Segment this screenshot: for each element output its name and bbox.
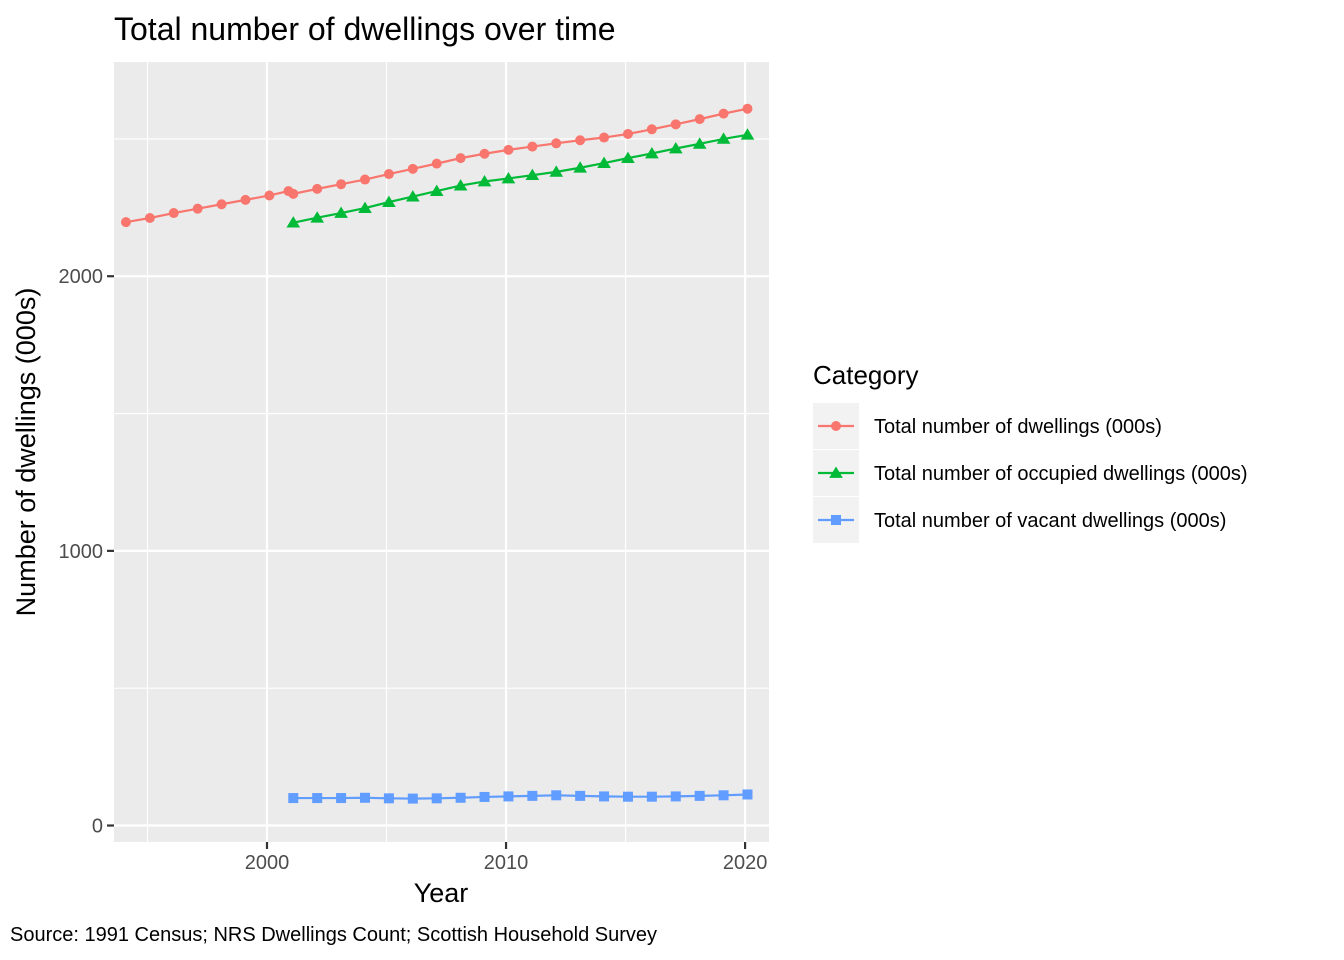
data-point	[575, 790, 586, 801]
series-group	[286, 128, 755, 228]
data-point	[501, 171, 516, 184]
data-point	[405, 190, 420, 202]
data-point	[431, 793, 442, 804]
data-point	[264, 190, 275, 201]
legend-key-marker	[831, 515, 841, 525]
data-point	[477, 174, 492, 187]
legend: Category Total number of dwellings (000s…	[813, 360, 1248, 543]
plot-panel	[114, 62, 769, 842]
data-point	[716, 132, 731, 144]
data-point	[312, 793, 323, 804]
legend-key-marker	[831, 421, 841, 431]
data-point	[310, 211, 325, 223]
data-point	[742, 789, 753, 800]
data-point	[740, 128, 755, 140]
data-point	[120, 217, 131, 228]
data-point	[168, 208, 179, 219]
legend-label: Total number of dwellings (000s)	[874, 416, 1162, 438]
data-point	[192, 203, 203, 214]
data-point	[599, 791, 610, 802]
y-tick-label: 0	[92, 816, 103, 838]
data-point	[479, 148, 490, 159]
data-point	[668, 142, 683, 154]
data-point	[455, 153, 466, 164]
data-point	[718, 790, 729, 801]
data-point	[334, 206, 348, 218]
data-point	[646, 791, 657, 802]
data-point	[455, 792, 466, 803]
x-axis-title: Year	[414, 878, 469, 908]
data-point	[312, 183, 323, 194]
data-point	[358, 201, 372, 213]
data-point	[742, 103, 753, 114]
data-point	[407, 793, 418, 804]
data-point	[622, 128, 633, 139]
data-point	[622, 791, 633, 802]
data-point	[573, 161, 587, 173]
x-tick-label: 2020	[723, 852, 768, 874]
data-point	[336, 179, 347, 190]
y-tick-label: 2000	[59, 266, 104, 288]
data-point	[360, 792, 371, 803]
legend-label: Total number of occupied dwellings (000s…	[874, 463, 1248, 485]
y-axis-title: Number of dwellings (000s)	[11, 288, 41, 617]
chart-title: Total number of dwellings over time	[114, 11, 616, 47]
data-point	[551, 138, 562, 149]
legend-label: Total number of vacant dwellings (000s)	[874, 510, 1226, 532]
data-point	[288, 188, 299, 199]
data-point	[144, 213, 155, 223]
data-point	[407, 163, 418, 174]
series-layer	[120, 103, 755, 804]
data-point	[670, 119, 681, 130]
data-point	[216, 199, 227, 210]
legend-key-marker	[829, 466, 843, 478]
legend-title: Category	[813, 360, 919, 390]
data-point	[286, 216, 301, 228]
y-tick-label: 1000	[59, 541, 104, 563]
data-point	[479, 791, 490, 802]
data-point	[692, 137, 707, 149]
data-point	[645, 146, 659, 159]
series-group	[120, 103, 753, 228]
data-point	[646, 124, 657, 135]
data-point	[382, 195, 396, 207]
data-point	[383, 169, 394, 180]
data-point	[670, 791, 681, 802]
data-point	[453, 179, 468, 191]
data-point	[429, 184, 444, 196]
data-point	[551, 790, 562, 801]
data-point	[525, 168, 540, 181]
data-point	[718, 108, 729, 119]
data-point	[360, 174, 371, 185]
data-point	[240, 194, 251, 205]
data-point	[527, 141, 538, 152]
data-point	[621, 151, 635, 164]
series-line	[125, 107, 748, 224]
data-point	[431, 158, 442, 169]
legend-items: Total number of dwellings (000s) Total nu…	[813, 403, 1248, 543]
data-point	[527, 790, 538, 801]
data-point	[503, 144, 514, 155]
data-point	[694, 790, 705, 801]
data-point	[503, 791, 514, 802]
data-point	[549, 165, 564, 177]
data-point	[599, 132, 610, 143]
source-caption: Source: 1991 Census; NRS Dwellings Count…	[10, 924, 657, 946]
series-group	[288, 789, 753, 804]
x-tick-label: 2010	[484, 852, 529, 874]
data-point	[575, 135, 586, 146]
data-point	[288, 793, 299, 804]
minor-gridlines	[114, 62, 769, 842]
axes: 2000 2010 2020 0 1000 2000	[59, 266, 768, 874]
data-point	[336, 793, 347, 804]
data-point	[383, 793, 394, 804]
x-tick-label: 2000	[245, 852, 290, 874]
data-point	[597, 156, 611, 168]
data-point	[694, 114, 705, 125]
